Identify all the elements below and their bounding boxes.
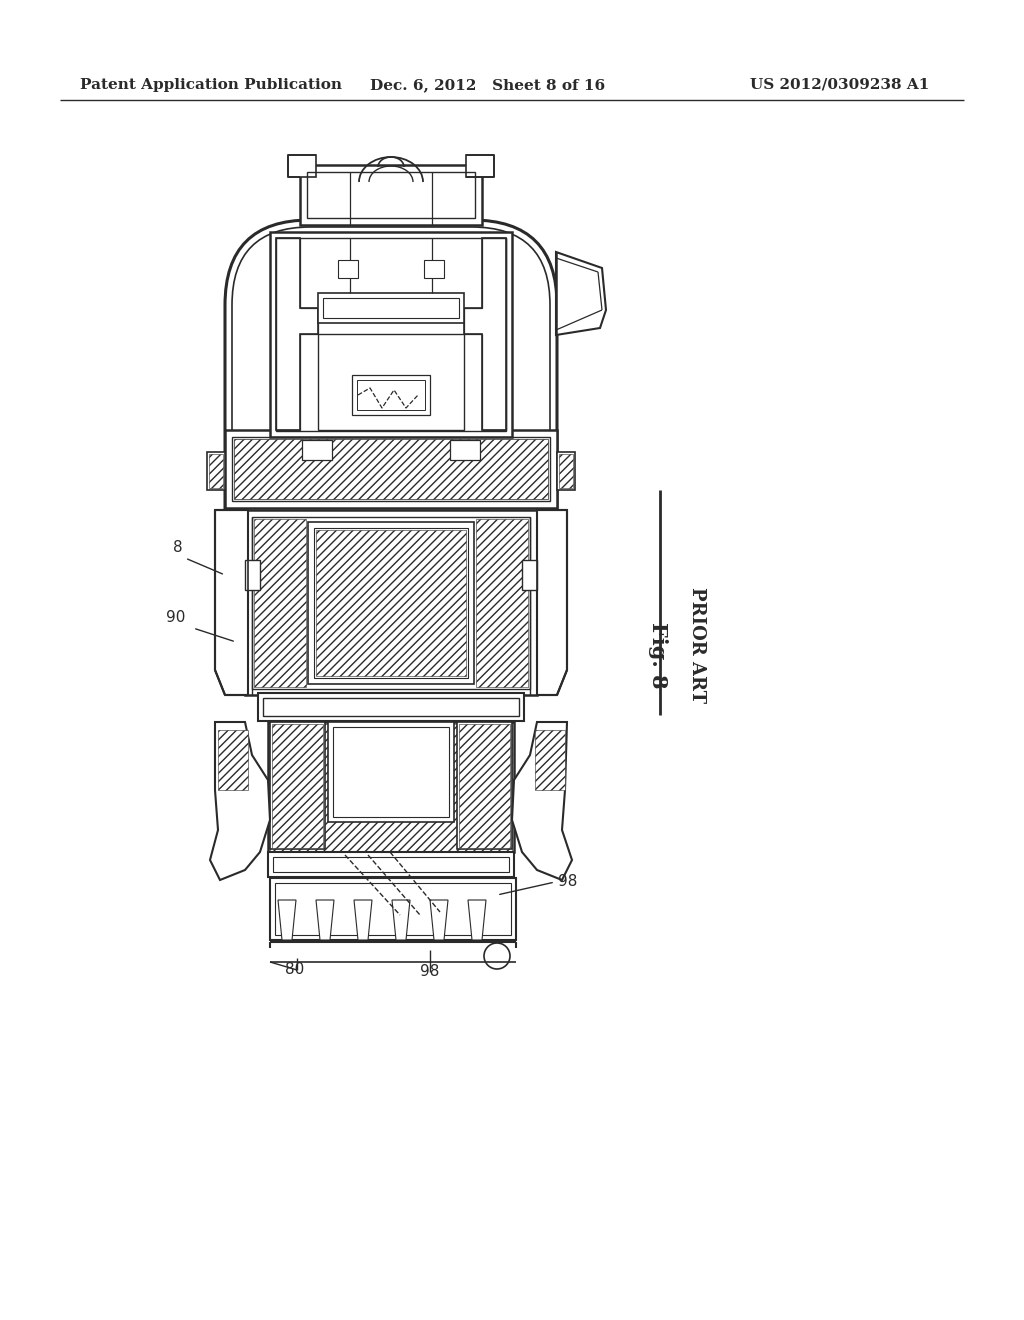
Bar [258,693,524,721]
Bar [270,722,325,849]
Bar [207,451,225,490]
Polygon shape [512,722,572,880]
Bar [263,698,519,715]
Bar [302,440,332,459]
Text: 98: 98 [420,965,439,979]
Bar [308,521,474,684]
Bar [457,722,512,849]
Polygon shape [537,510,567,696]
Bar [209,454,223,488]
Bar [559,454,573,488]
Bar [424,260,444,279]
Bar [218,730,248,789]
Bar [252,517,530,689]
Polygon shape [210,722,270,880]
Polygon shape [215,510,248,696]
Bar [522,560,537,590]
Bar [254,519,306,686]
Bar [307,172,475,218]
Bar [300,165,482,224]
Bar [245,560,260,590]
Bar [466,154,494,177]
Bar [352,375,430,414]
Bar [275,883,511,935]
Bar [318,334,464,430]
Bar [316,531,466,676]
Bar [459,723,510,847]
Text: PRIOR ART: PRIOR ART [688,587,706,704]
Bar [270,878,516,940]
Bar [318,293,464,323]
Text: Patent Application Publication: Patent Application Publication [80,78,342,92]
Polygon shape [316,900,334,940]
Text: 98: 98 [558,874,578,890]
Text: Fig. 8: Fig. 8 [648,622,668,688]
Polygon shape [392,900,410,940]
Bar [535,730,565,789]
Bar [357,380,425,411]
Bar [270,232,512,437]
Polygon shape [464,238,506,430]
Text: 90: 90 [166,610,185,626]
Bar [323,298,459,318]
Bar [268,722,514,851]
Bar [333,727,449,817]
Bar [450,440,480,459]
Bar [272,723,323,847]
Text: US 2012/0309238 A1: US 2012/0309238 A1 [750,78,930,92]
Bar [557,451,575,490]
Polygon shape [278,900,296,940]
Bar [276,238,506,432]
Bar [268,851,514,876]
Polygon shape [354,900,372,940]
FancyBboxPatch shape [225,220,557,610]
Text: Dec. 6, 2012   Sheet 8 of 16: Dec. 6, 2012 Sheet 8 of 16 [370,78,605,92]
Polygon shape [556,252,606,335]
Text: 80: 80 [286,962,304,978]
Polygon shape [430,900,449,940]
Bar [288,154,316,177]
Polygon shape [468,900,486,940]
Bar [270,723,512,851]
Bar [234,440,548,499]
Bar [232,437,550,502]
Bar [225,430,557,508]
Bar [338,260,358,279]
Polygon shape [276,238,318,430]
Bar [328,722,454,822]
Text: 8: 8 [173,540,183,556]
Bar [314,528,468,678]
Bar [245,510,537,696]
Bar [200,150,630,1001]
Bar [476,519,528,686]
Bar [273,857,509,873]
